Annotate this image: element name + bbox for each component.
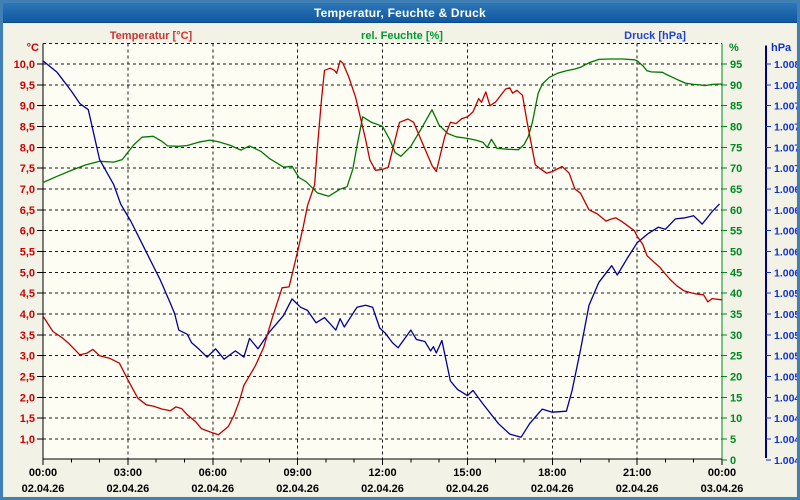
humidity-tick-label: 40 (730, 288, 742, 300)
pressure-tick-label: 1.007 (774, 122, 797, 134)
temperature-tick-label: 5,0 (20, 267, 35, 279)
x-tick-date-label: 02.04.26 (106, 483, 149, 495)
temperature-tick-label: 1,0 (20, 434, 35, 446)
pressure-tick-label: 1.004 (774, 455, 797, 467)
x-tick-date-label: 02.04.26 (276, 483, 319, 495)
temperature-tick-label: 4,5 (20, 288, 35, 300)
pressure-tick-label: 1.004 (774, 434, 797, 446)
x-tick-time-label: 21:00 (623, 467, 651, 479)
humidity-tick-label: 85 (730, 101, 742, 113)
humidity-tick-label: 15 (730, 392, 742, 404)
temperature-tick-label: 8,0 (20, 142, 35, 154)
humidity-tick-label: 5 (730, 434, 736, 446)
temperature-series-label: Temperatur [°C] (109, 30, 193, 42)
x-tick-date-label: 02.04.26 (191, 483, 234, 495)
humidity-tick-label: 75 (730, 142, 742, 154)
pressure-tick-label: 1.005 (774, 330, 797, 342)
temperature-tick-label: 7,0 (20, 184, 35, 196)
pressure-tick-label: 1.004 (774, 392, 797, 404)
humidity-tick-label: 55 (730, 226, 742, 238)
humidity-tick-label: 0 (730, 455, 736, 467)
x-tick-time-label: 00:00 (708, 467, 736, 479)
temperature-tick-label: 8,5 (20, 122, 35, 134)
x-tick-time-label: 15:00 (453, 467, 481, 479)
temperature-tick-label: 2,5 (20, 372, 35, 384)
temperature-tick-label: 10,0 (14, 59, 35, 71)
pressure-tick-label: 1.004 (774, 413, 797, 425)
humidity-tick-label: 35 (730, 309, 742, 321)
x-tick-date-label: 02.04.26 (531, 483, 574, 495)
pressure-tick-label: 1.005 (774, 288, 797, 300)
humidity-axis (722, 63, 727, 461)
temperature-tick-label: 3,5 (20, 330, 35, 342)
pressure-tick-label: 1.005 (774, 309, 797, 321)
pressure-curve (42, 60, 720, 438)
pressure-series-label: Druck [hPa] (624, 30, 686, 42)
window-title: Temperatur, Feuchte & Druck (314, 6, 486, 20)
pressure-tick-label: 1.006 (774, 226, 797, 238)
humidity-axis-unit: % (729, 42, 739, 54)
x-tick-date-label: 03.04.26 (701, 483, 744, 495)
x-tick-date-label: 02.04.26 (616, 483, 659, 495)
x-axis (42, 459, 723, 465)
pressure-tick-label: 1.006 (774, 247, 797, 259)
pressure-tick-label: 1.006 (774, 184, 797, 196)
humidity-series-label: rel. Feuchte [%] (361, 30, 443, 42)
temperature-axis-unit: °C (26, 42, 39, 54)
humidity-tick-label: 95 (730, 59, 742, 71)
temperature-tick-label: 1,5 (20, 413, 35, 425)
pressure-tick-label: 1.007 (774, 163, 797, 175)
humidity-tick-label: 80 (730, 122, 742, 134)
temperature-tick-label: 9,0 (20, 101, 35, 113)
x-tick-time-label: 09:00 (284, 467, 312, 479)
gridlines (43, 43, 722, 459)
temperature-tick-label: 4,0 (20, 309, 35, 321)
humidity-tick-label: 90 (730, 80, 742, 92)
temperature-tick-label: 7,5 (20, 163, 35, 175)
pressure-axis-unit: hPa (771, 42, 792, 54)
humidity-tick-label: 60 (730, 205, 742, 217)
pressure-tick-label: 1.007 (774, 101, 797, 113)
chart-canvas: 00:00 02.04.26 03:00 02.04.26 06:00 02.04.26 0… (14, 43, 797, 495)
pressure-tick-label: 1.006 (774, 205, 797, 217)
temperature-tick-label: 6,5 (20, 205, 35, 217)
pressure-tick-label: 1.008 (774, 59, 797, 71)
x-tick-time-label: 06:00 (199, 467, 227, 479)
x-tick-time-label: 18:00 (538, 467, 566, 479)
temperature-tick-label: 3,0 (20, 351, 35, 363)
temperature-curve (42, 60, 723, 436)
pressure-tick-label: 1.007 (774, 142, 797, 154)
x-tick-date-label: 02.04.26 (361, 483, 404, 495)
temperature-tick-label: 2,0 (20, 392, 35, 404)
pressure-axis (766, 63, 771, 461)
humidity-tick-label: 45 (730, 267, 742, 279)
humidity-tick-label: 20 (730, 372, 742, 384)
pressure-tick-label: 1.007 (774, 80, 797, 92)
temperature-tick-label: 6,0 (20, 226, 35, 238)
humidity-tick-label: 50 (730, 247, 742, 259)
humidity-tick-label: 25 (730, 351, 742, 363)
x-tick-time-label: 03:00 (114, 467, 142, 479)
x-tick-time-label: 12:00 (368, 467, 396, 479)
x-tick-date-label: 02.04.26 (446, 483, 489, 495)
pressure-tick-label: 1.005 (774, 372, 797, 384)
temperature-tick-label: 9,5 (20, 80, 35, 92)
pressure-tick-label: 1.006 (774, 267, 797, 279)
humidity-tick-label: 30 (730, 330, 742, 342)
humidity-tick-label: 10 (730, 413, 742, 425)
humidity-tick-label: 70 (730, 163, 742, 175)
pressure-tick-label: 1.005 (774, 351, 797, 363)
humidity-curve (42, 58, 723, 197)
x-tick-time-label: 00:00 (29, 467, 57, 479)
chart-content: Temperatur [°C] rel. Feuchte [%] Druck [… (3, 23, 797, 497)
humidity-tick-label: 65 (730, 184, 742, 196)
temperature-axis (37, 63, 43, 440)
title-bar[interactable]: Temperatur, Feuchte & Druck (3, 3, 797, 23)
x-tick-date-label: 02.04.26 (22, 483, 65, 495)
temperature-tick-label: 5,5 (20, 247, 35, 259)
